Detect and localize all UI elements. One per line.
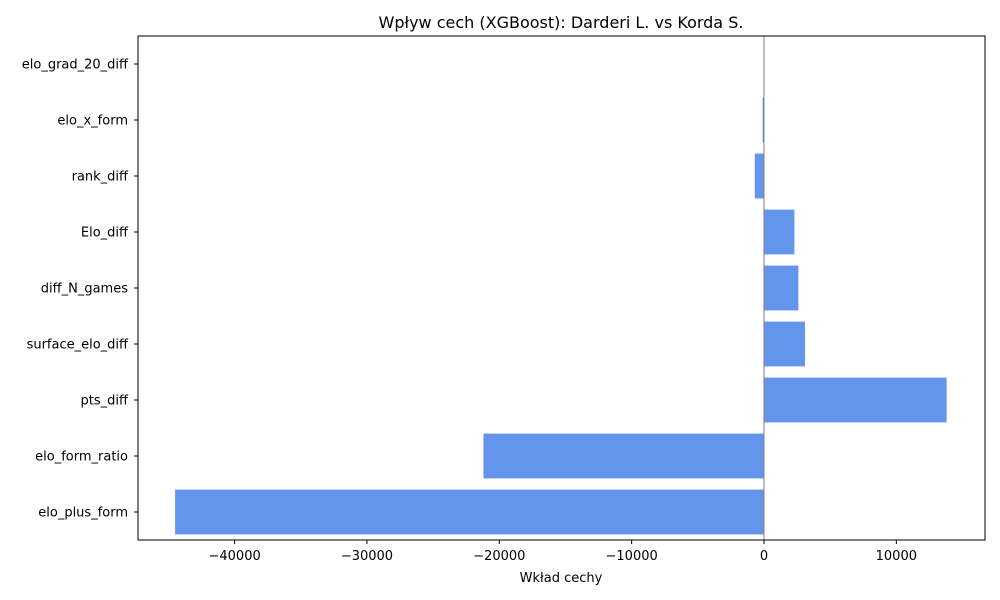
x-tick-label: −30000 [341,549,393,564]
y-tick-label: diff_N_games [41,282,128,297]
bar-surface_elo_diff [763,321,806,367]
bar-diff_N_games [763,265,799,311]
y-tick-label: pts_diff [81,394,129,409]
y-tick-label: rank_diff [72,170,129,185]
bar-elo_x_form [762,97,764,143]
x-tick-label: 10000 [876,549,917,564]
chart-title: Wpływ cech (XGBoost): Darderi L. vs Kord… [379,13,744,32]
bar-rank_diff [754,153,764,199]
plot-frame [137,35,986,541]
x-tick-label: −20000 [473,549,525,564]
plot-area: elo_plus_form elo_form_ratio pts_diff surfa… [22,36,947,564]
y-tick-label: elo_form_ratio [35,450,128,465]
bar-pts_diff [763,377,947,423]
y-tick-label: elo_grad_20_diff [22,58,129,73]
y-tick-label: elo_plus_form [38,506,128,521]
bar-Elo_diff [763,209,795,255]
bar-elo_form_ratio [483,433,764,479]
y-tick-label: Elo_diff [81,226,129,241]
x-tick-label: −10000 [606,549,658,564]
x-axis-label: Wkład cechy [520,571,603,586]
x-tick-label: −40000 [208,549,260,564]
y-tick-label: surface_elo_diff [27,338,129,353]
bar-elo_plus_form [175,489,764,535]
x-tick-label: 0 [760,549,768,564]
y-tick-label: elo_x_form [57,114,128,129]
